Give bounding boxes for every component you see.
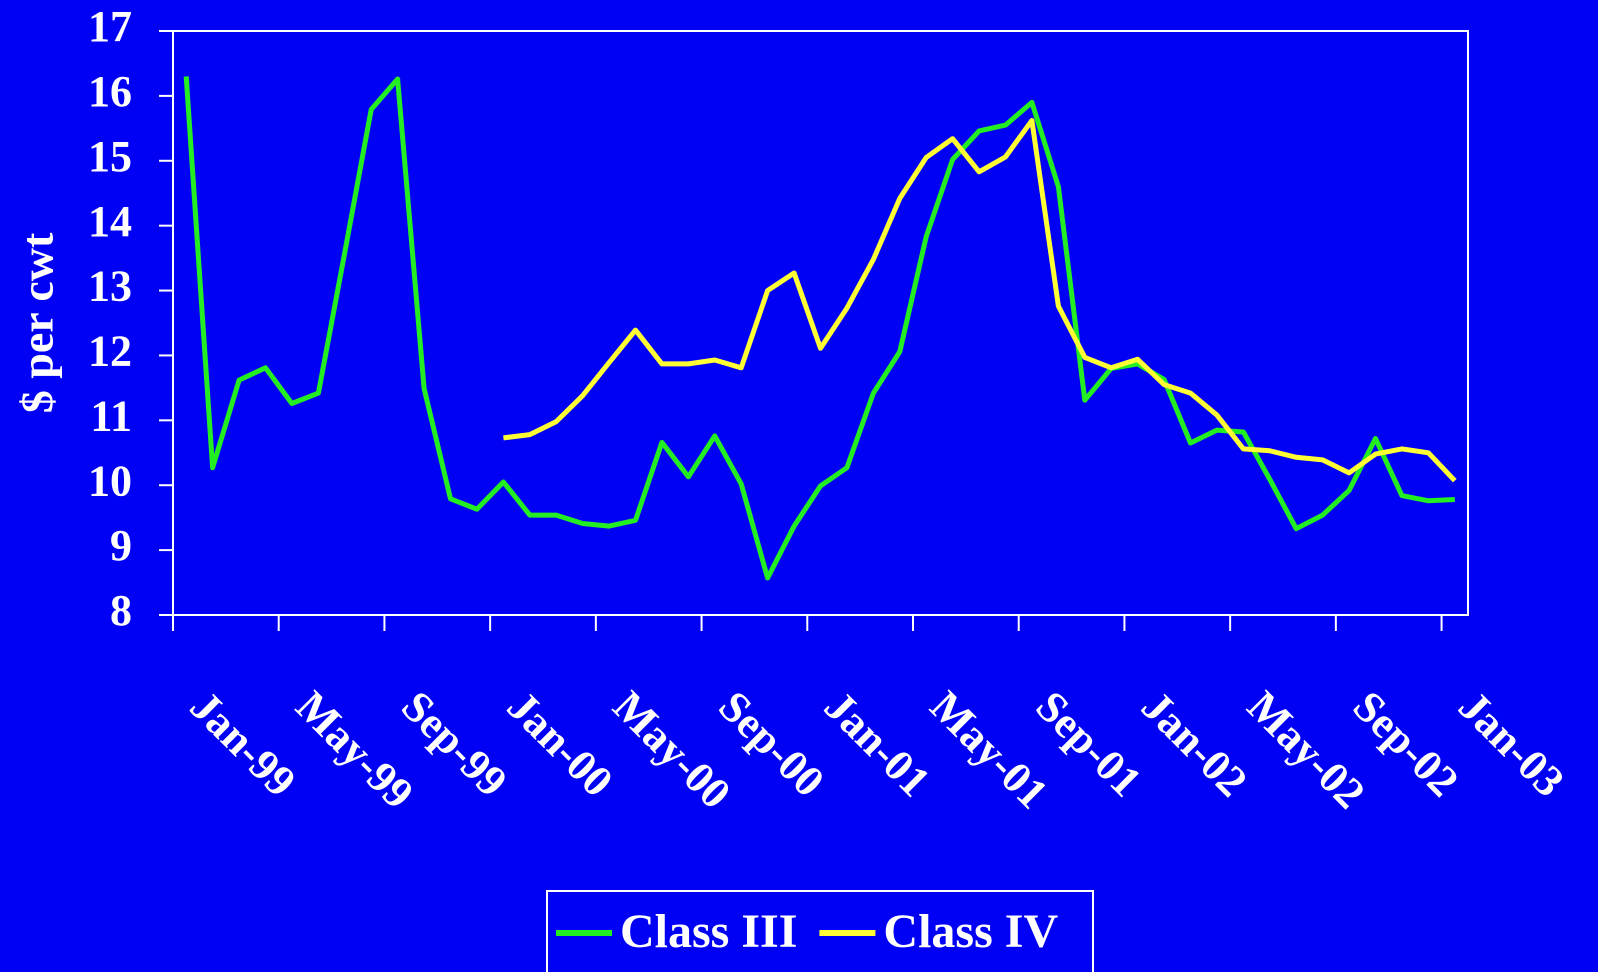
y-tick-label: 9 <box>110 521 132 570</box>
x-tick-label: Jan-03 <box>1449 682 1574 807</box>
legend-label: Class IV <box>883 905 1058 958</box>
y-tick-label: 8 <box>110 586 132 635</box>
x-tick-label: Jan-01 <box>815 682 940 807</box>
y-tick-label: 15 <box>88 132 132 181</box>
x-tick-label: May-01 <box>921 682 1058 819</box>
x-tick-label: May-02 <box>1238 682 1375 819</box>
x-tick-label: Jan-00 <box>498 682 623 807</box>
y-tick-label: 11 <box>90 391 132 440</box>
y-tick-label: 10 <box>88 456 132 505</box>
x-tick-label: May-00 <box>604 682 741 819</box>
series-line <box>503 118 1457 483</box>
y-tick-label: 12 <box>88 327 132 376</box>
plot-frame <box>172 30 1469 616</box>
y-tick-label: 13 <box>88 262 132 311</box>
x-tick-label: May-99 <box>287 682 424 819</box>
y-tick-label: 14 <box>88 197 132 246</box>
legend-box <box>546 890 1094 972</box>
y-tick-label: 16 <box>88 67 132 116</box>
x-tick-label: Jan-99 <box>181 682 306 807</box>
x-tick-label: Jan-02 <box>1132 682 1257 807</box>
legend-label: Class III <box>620 905 797 958</box>
y-axis-title: $ per cwt <box>12 232 63 413</box>
series-line <box>183 76 1455 581</box>
y-tick-label: 17 <box>88 2 132 51</box>
